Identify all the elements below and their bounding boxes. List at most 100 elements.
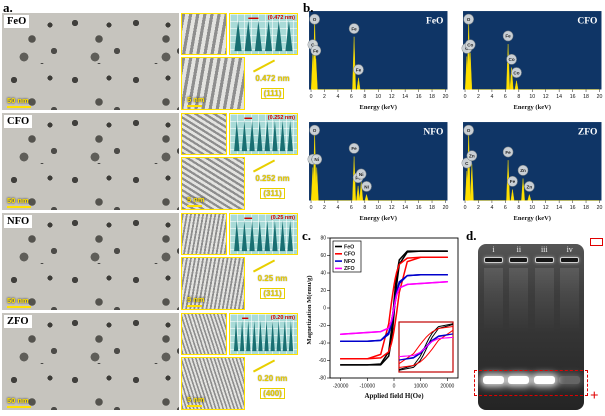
tem-row: NFO 50 nm (0.25 nm) 5 nm 0.25 nm: [2, 213, 298, 310]
row-bottom: 5 nm 0.25 nm (311): [181, 257, 298, 310]
tem-scale-bar: 50 nm: [7, 296, 31, 309]
material-label: NFO: [4, 215, 33, 228]
hrtem-scale-label: 5 nm: [187, 394, 205, 404]
tem-row: FeO 50 nm (0.472 nm) 5 nm 0.472 nm: [2, 13, 298, 110]
svg-text:18: 18: [583, 94, 589, 100]
profile-spacing-label: (0.20 nm): [270, 315, 295, 321]
row-top: (0.252 nm): [181, 113, 298, 155]
gel-well: [484, 257, 503, 263]
svg-text:O: O: [313, 128, 317, 133]
svg-text:ZFO: ZFO: [344, 266, 355, 272]
profile-spacing-label: (0.25 nm): [270, 215, 295, 221]
hrtem-scale-bar: 5 nm: [187, 295, 205, 308]
hrtem-image: 5 nm: [181, 157, 245, 210]
svg-text:20: 20: [320, 288, 326, 294]
svg-text:12: 12: [542, 94, 548, 100]
svg-text:18: 18: [583, 205, 589, 211]
row-right-column: (0.252 nm) 5 nm 0.252 nm (311): [181, 113, 298, 210]
hrtem-scale-label: 5 nm: [187, 94, 205, 104]
row-right-column: (0.25 nm) 5 nm 0.25 nm (311): [181, 213, 298, 310]
hrtem-scale-bar: 5 nm: [187, 95, 205, 108]
row-top: (0.472 nm): [181, 13, 298, 55]
svg-text:Co: Co: [508, 57, 514, 62]
intensity-profile: (0.25 nm): [229, 213, 298, 255]
svg-text:CFO: CFO: [577, 15, 597, 26]
svg-text:-20000: -20000: [333, 384, 349, 390]
row-top: (0.20 nm): [181, 313, 298, 355]
edx-spectrum-FeO: C O Fe Fe Fe 0 2 4 6 8 10 12 14 16 18 20 Energy (keV) FeO: [300, 8, 452, 117]
svg-text:6: 6: [503, 205, 506, 211]
svg-text:10: 10: [375, 94, 381, 100]
hrtem-lattice-inset: [181, 313, 227, 355]
tem-scale-label: 50 nm: [7, 295, 29, 305]
hrtem-scale-label: 5 nm: [187, 294, 205, 304]
svg-text:Energy (keV): Energy (keV): [513, 104, 550, 111]
hrtem-image: 5 nm: [181, 257, 245, 310]
lattice-annotation: 0.472 nm (111): [247, 57, 298, 110]
svg-text:18: 18: [429, 205, 435, 211]
svg-text:FeO: FeO: [426, 15, 443, 26]
svg-text:Applied field H(Oe): Applied field H(Oe): [364, 392, 424, 400]
material-label: ZFO: [4, 315, 32, 328]
svg-text:Ni: Ni: [364, 184, 369, 189]
lane-streak: [484, 268, 503, 368]
svg-text:16: 16: [416, 94, 422, 100]
svg-text:NFO: NFO: [423, 126, 443, 137]
svg-text:14: 14: [556, 94, 562, 100]
row-bottom: 5 nm 0.472 nm (111): [181, 57, 298, 110]
plane-index: (311): [260, 288, 285, 299]
svg-text:80: 80: [320, 236, 326, 242]
hrtem-scale-label: 5 nm: [187, 194, 205, 204]
svg-text:6: 6: [350, 94, 353, 100]
gel-image: i ii iii iv: [478, 244, 584, 410]
svg-text:16: 16: [569, 94, 575, 100]
spacing-value: 0.472 nm: [255, 74, 290, 83]
svg-text:20: 20: [596, 205, 602, 211]
svg-text:16: 16: [416, 205, 422, 211]
tem-scale-bar: 50 nm: [7, 396, 31, 409]
edx-spectrum-ZFO: C O Zn Fe Fe Zn Zn 0 2 4 6 8 10 12 14 16 18 20 Energy (keV…: [453, 119, 605, 228]
svg-text:ZFO: ZFO: [577, 126, 597, 137]
intensity-profile: (0.20 nm): [229, 313, 298, 355]
hrtem-scale-bar: 5 nm: [187, 195, 205, 208]
panel-d-label: d.: [466, 228, 477, 243]
svg-text:FeO: FeO: [344, 244, 354, 250]
panel-d: d. i ii iii iv +: [466, 228, 605, 416]
svg-text:Energy (keV): Energy (keV): [513, 215, 550, 222]
hrtem-image: 5 nm: [181, 57, 245, 110]
svg-text:NFO: NFO: [344, 259, 355, 265]
svg-text:0: 0: [393, 384, 396, 390]
svg-text:Magnetization M(emu/g): Magnetization M(emu/g): [306, 275, 313, 344]
gel-band: [559, 376, 581, 384]
svg-text:CFO: CFO: [344, 252, 355, 258]
svg-text:Ni: Ni: [314, 157, 319, 162]
tem-image: ZFO 50 nm: [2, 313, 179, 410]
svg-text:4: 4: [490, 94, 493, 100]
panel-b-grid: C O Fe Fe Fe 0 2 4 6 8 10 12 14 16 18 20 Energy (keV) FeO…: [300, 8, 605, 228]
profile-spacing-label: (0.472 nm): [267, 15, 295, 21]
edx-plot: C O Fe Fe Fe 0 2 4 6 8 10 12 14 16 18 20 Energy (keV) FeO: [307, 11, 448, 111]
svg-text:10000: 10000: [414, 384, 428, 390]
svg-text:4: 4: [336, 94, 339, 100]
svg-text:0: 0: [310, 94, 313, 100]
svg-text:C: C: [311, 42, 315, 47]
svg-text:O: O: [466, 128, 470, 133]
row-bottom: 5 nm 0.20 nm (400): [181, 357, 298, 410]
tem-image: NFO 50 nm: [2, 213, 179, 310]
svg-text:C: C: [465, 161, 469, 166]
svg-text:4: 4: [490, 205, 493, 211]
magnetization-chart: -20000 -10000 0 10000 20000 -80 -60 -40 -20 0 20 40…: [306, 236, 459, 400]
svg-text:10: 10: [529, 205, 535, 211]
svg-text:-40: -40: [319, 341, 326, 347]
gel-band: [508, 376, 530, 384]
svg-text:16: 16: [569, 205, 575, 211]
tem-row: CFO 50 nm (0.252 nm) 5 nm 0.252 nm: [2, 113, 298, 210]
svg-text:40: 40: [320, 271, 326, 277]
svg-text:Energy (keV): Energy (keV): [360, 104, 397, 111]
panel-c-label: c.: [302, 228, 312, 243]
electrode-plus-label: +: [590, 388, 599, 404]
hrtem-lattice-inset: [181, 113, 227, 155]
gel-band: [483, 376, 504, 384]
edx-plot: COCoFeCoCo02468101214161820Energy (keV)C…: [461, 11, 602, 111]
